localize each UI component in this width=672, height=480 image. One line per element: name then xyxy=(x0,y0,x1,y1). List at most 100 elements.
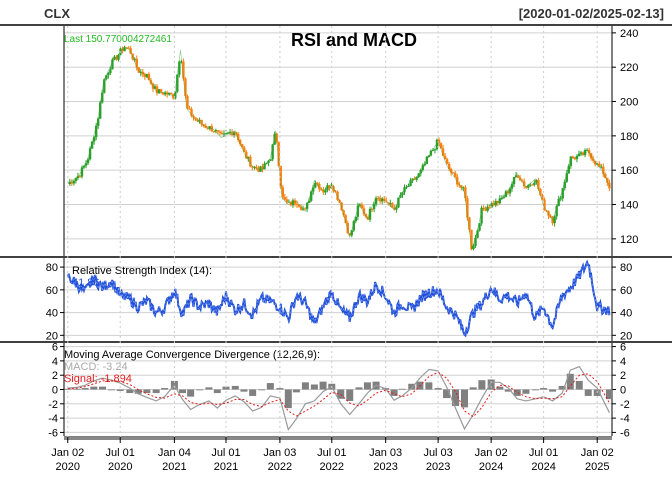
price-candle-body xyxy=(267,160,270,163)
macd-histogram-bar xyxy=(196,389,204,391)
macd-ytick-label-left: 0 xyxy=(52,385,58,397)
price-candle-body xyxy=(606,178,609,183)
price-candle-body xyxy=(184,78,187,97)
macd-histogram-bar xyxy=(116,389,124,391)
price-candle-body xyxy=(186,96,189,109)
macd-ytick-label: 0 xyxy=(620,385,626,397)
price-candle-body xyxy=(257,168,260,172)
price-candle-body xyxy=(587,149,591,154)
macd-ytick-label-left: 4 xyxy=(52,356,58,368)
price-candle-body xyxy=(170,92,173,95)
price-candle-body xyxy=(604,174,607,179)
macd-histogram-bar xyxy=(161,388,169,390)
price-candle-body xyxy=(575,156,579,160)
price-candle-body xyxy=(583,150,587,156)
macd-histogram-bar xyxy=(355,387,363,390)
price-candle-body xyxy=(137,67,140,73)
price-candle-body xyxy=(443,155,447,160)
macd-histogram-bar xyxy=(390,389,398,396)
macd-histogram-bar xyxy=(540,388,548,390)
price-candle-body xyxy=(109,69,112,73)
price-candle-body xyxy=(476,230,479,238)
price-candle-body xyxy=(277,141,280,166)
price-candle-body xyxy=(190,108,193,116)
x-tick-label-year: 2024 xyxy=(531,461,555,473)
price-series-line xyxy=(67,46,610,250)
price-candle-body xyxy=(383,198,386,201)
macd-histogram-bar xyxy=(319,381,327,390)
price-candle-body xyxy=(241,144,244,148)
price-candle-body xyxy=(468,217,471,230)
price-candle-body xyxy=(127,47,130,49)
price-ytick-label: 240 xyxy=(620,28,638,40)
rsi-last-label: 41.86 xyxy=(72,277,100,289)
macd-ytick-label-left: -6 xyxy=(48,427,58,439)
price-candle-body xyxy=(529,184,532,186)
price-candle-body xyxy=(376,198,380,200)
macd-histogram-bar xyxy=(558,385,566,390)
price-candle-body xyxy=(180,61,183,63)
x-tick-label: Jul 01 xyxy=(317,447,346,459)
price-candle-body xyxy=(328,185,331,189)
price-candle-body xyxy=(238,140,242,145)
price-candle-body xyxy=(435,139,439,150)
price-candle-body xyxy=(579,152,583,154)
price-candle-body xyxy=(307,200,311,204)
macd-histogram-bar xyxy=(346,389,354,401)
x-axis: Jan 02 2020 Jul 01 2020 Jan 04 2021 Jul 01 2021… xyxy=(51,26,614,473)
x-tick-label: Jan 04 xyxy=(158,447,191,459)
price-candle-body xyxy=(159,89,163,93)
price-candle-body xyxy=(123,47,126,52)
macd-histogram-bar xyxy=(310,384,318,390)
x-tick-label: Jan 03 xyxy=(369,447,402,459)
x-tick-label: Jan 03 xyxy=(263,447,296,459)
price-candle-body xyxy=(90,141,94,149)
price-candle-body xyxy=(506,191,510,194)
price-candle-body xyxy=(389,203,392,205)
price-candle-body xyxy=(512,176,516,185)
price-candle-body xyxy=(86,159,90,164)
price-candle-body xyxy=(324,190,327,193)
price-candle-body xyxy=(374,198,378,205)
x-tick-label-year: 2020 xyxy=(56,461,80,473)
price-candle-body xyxy=(326,185,329,191)
chart-title: RSI and MACD xyxy=(291,30,417,50)
macd-ytick-label: 4 xyxy=(620,356,626,368)
macd-histogram-bar xyxy=(425,382,433,390)
price-candle-body xyxy=(115,56,118,60)
macd-histogram-bar xyxy=(566,373,574,390)
price-candle-body xyxy=(593,160,597,165)
macd-ytick-label: 6 xyxy=(620,342,626,354)
x-tick-label-year: 2024 xyxy=(479,461,503,473)
x-tick-label: Jan 02 xyxy=(51,447,84,459)
price-candle-body xyxy=(149,80,153,84)
macd-histogram-bar xyxy=(443,389,451,399)
price-candle-body xyxy=(236,133,240,141)
price-candle-body xyxy=(510,184,514,189)
price-candle-body xyxy=(344,215,347,223)
price-candle-body xyxy=(312,187,315,192)
price-candle-body xyxy=(269,159,272,161)
symbol-title: CLX xyxy=(44,6,70,21)
price-candle-body xyxy=(259,166,262,172)
price-candle-body xyxy=(271,144,274,160)
x-tick-label-year: 2022 xyxy=(320,461,344,473)
macd-panel: -6 -6 -4 -4 -2 -2 0 0 2 2 4 4 6 6 Moving Average Conve… xyxy=(48,342,630,440)
price-candle-body xyxy=(569,156,573,166)
price-candle-body xyxy=(121,48,124,52)
price-candle-body xyxy=(470,229,473,250)
price-candle-body xyxy=(255,166,258,169)
price-candle-body xyxy=(439,143,443,149)
price-candle-body xyxy=(332,186,335,192)
macd-ytick-label-left: -2 xyxy=(48,399,58,411)
x-tick-label-year: 2020 xyxy=(108,461,132,473)
price-ytick-label: 140 xyxy=(620,200,638,212)
macd-histogram-bar xyxy=(90,386,98,390)
macd-histogram-bar xyxy=(152,389,160,394)
price-candle-body xyxy=(482,207,485,209)
price-candle-body xyxy=(261,166,264,170)
price-candle-body xyxy=(356,205,360,217)
price-candle-body xyxy=(202,124,205,126)
price-candle-body xyxy=(135,58,138,68)
macd-histogram-bar xyxy=(179,389,187,394)
